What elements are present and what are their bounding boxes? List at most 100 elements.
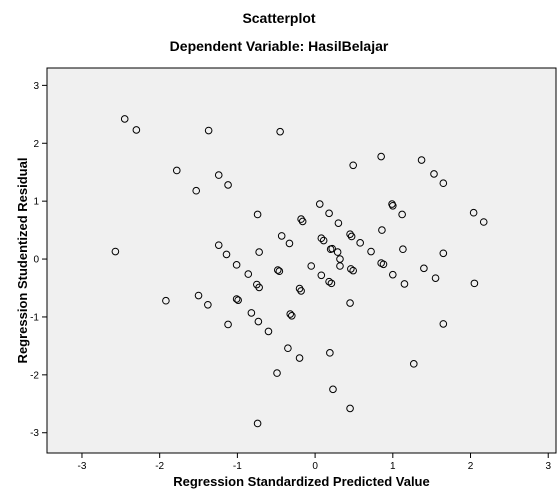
y-tick-label: -1 [30,312,39,323]
data-point [367,247,375,256]
data-point [224,181,232,189]
chart-subtitle: Dependent Variable: HasilBelajar [169,38,389,54]
data-point [255,248,263,256]
x-tick-label: -1 [233,461,242,472]
x-tick-label: -2 [155,461,164,472]
data-point [336,262,344,270]
y-tick-label: -3 [30,428,39,439]
data-point [347,232,356,241]
data-point [439,249,448,258]
data-point [192,186,201,195]
data-point [253,210,262,219]
data-point [194,291,203,300]
data-point [378,226,386,234]
data-point [327,279,336,288]
x-tick-label: 2 [468,461,474,472]
y-tick-label: -2 [30,370,39,381]
data-point [389,270,397,279]
data-point [132,126,141,134]
data-point [285,239,294,248]
data-point [325,277,333,286]
y-tick-label: 3 [33,81,39,92]
data-point [273,266,282,274]
data-point [214,241,223,249]
data-point [264,327,273,336]
data-point [325,209,333,218]
plot-area [46,67,557,454]
data-point [247,309,256,317]
data-point [417,156,426,164]
data-point [346,230,354,238]
data-point [356,239,364,247]
data-point [307,262,316,270]
data-point [469,208,478,217]
data-point [398,210,406,219]
data-point [439,320,448,328]
data-point [333,248,342,256]
data-point [317,234,326,243]
data-point [409,360,418,368]
data-point [222,250,231,259]
data-point [232,261,241,269]
data-point [298,217,307,226]
x-tick-label: 1 [390,461,396,472]
data-point [284,344,292,353]
data-point [214,171,223,179]
chart-title: Scatterplot [242,10,316,26]
data-point [111,247,120,256]
data-point [349,266,357,275]
data-point [162,296,170,305]
x-tick-label: -3 [78,461,87,472]
data-point [255,283,263,292]
data-point [329,385,337,394]
data-point [430,170,438,178]
data-point [244,270,253,278]
data-point [420,264,428,273]
data-point [439,179,448,188]
data-point [377,152,385,161]
data-point [470,279,479,288]
data-point [297,287,305,295]
axes: -3 -2 -1 0 1 2 3 -3 -2 -1 0 1 2 3 [30,81,551,472]
data-point [172,166,181,175]
data-point [295,354,304,362]
data-point [389,201,397,210]
y-tick-label: 0 [33,255,39,266]
data-point [400,280,409,288]
data-point [334,219,343,227]
data-point [276,127,284,136]
data-point [287,311,296,320]
data-point [253,419,262,428]
data-point [254,317,263,326]
data-point [273,369,281,377]
data-point [204,126,213,135]
y-tick-label: 1 [33,197,39,208]
data-point [328,244,336,253]
data-point [275,267,284,276]
data-point [234,296,242,304]
x-tick-label: 3 [545,461,551,472]
x-tick-label: 0 [312,461,318,472]
data-point [347,265,355,273]
data-point [204,300,212,309]
data-point [431,274,440,282]
data-point [317,271,326,280]
data-point [297,215,305,223]
data-point [295,284,304,293]
data-point [379,260,388,269]
data-point [479,218,488,226]
y-tick-label: 2 [33,139,39,150]
data-point [349,161,357,170]
x-axis-label: Regression Standardized Predicted Value [173,474,429,489]
data-point [232,295,241,303]
data-point [277,232,286,240]
data-point [346,404,354,413]
data-point [224,320,232,329]
data-point [346,299,354,307]
data-points [111,115,488,428]
y-axis-label: Regression Studentized Residual [15,158,30,364]
data-point [399,245,407,254]
data-point [319,236,328,245]
data-point [286,310,295,318]
